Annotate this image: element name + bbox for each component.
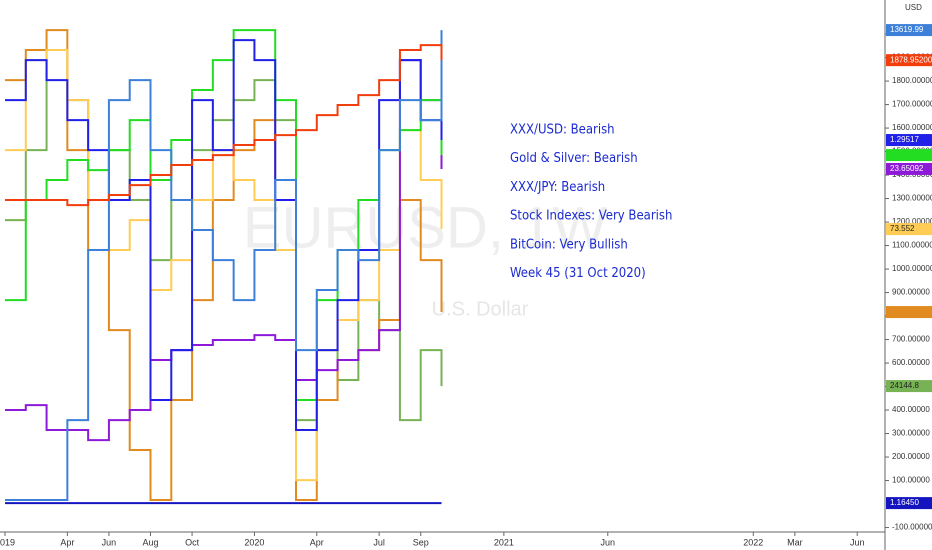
annotation: XXX/USD: Bearish [510, 123, 615, 138]
y-tick-label: 600.00000 [892, 358, 930, 367]
x-tick-label: 2021 [494, 537, 514, 547]
y-tick-label: 400.00000 [892, 405, 930, 414]
x-tick-label: Sep [413, 537, 429, 547]
price-label-box [886, 497, 932, 510]
annotation: Week 45 (31 Oct 2020) [510, 266, 646, 281]
price-label: 1878.95200 [890, 55, 932, 64]
price-label: 13619.99 [890, 25, 924, 34]
annotation: BitCoin: Very Bullish [510, 237, 628, 252]
annotation: XXX/JPY: Bearish [510, 180, 605, 195]
currency-label: USD [905, 3, 922, 12]
x-tick-label: Jun [850, 537, 865, 547]
price-label-box [886, 54, 932, 67]
x-tick-label: Jul [373, 537, 385, 547]
y-tick-label: 1800.00000 [892, 76, 932, 85]
x-tick-label: 2019 [0, 537, 15, 547]
series-line [5, 49, 443, 482]
y-tick-label: 700.00000 [892, 335, 930, 344]
plot-area [5, 29, 443, 505]
y-tick-label: 1000.00000 [892, 264, 932, 273]
y-tick-label: 1100.00000 [892, 241, 932, 250]
price-label-box [886, 380, 932, 393]
y-tick-label: -100.00000 [892, 523, 932, 532]
series-line [5, 44, 443, 207]
price-label-box [886, 162, 932, 175]
x-tick-label: Aug [142, 537, 158, 547]
x-tick-label: Mar [787, 537, 803, 547]
price-label-box [886, 306, 932, 319]
x-tick-label: Jun [601, 537, 616, 547]
watermark: EURUSD, 1W [243, 195, 607, 260]
price-label-box [886, 223, 932, 236]
y-tick-label: 200.00000 [892, 452, 930, 461]
price-label: 1.29517 [890, 135, 919, 144]
price-label: 73.552 [890, 224, 915, 233]
price-label: 24144.8 [890, 381, 919, 390]
price-label: 23.65092 [890, 164, 924, 173]
y-tick-label: 1200.00000 [892, 217, 932, 226]
x-tick-label: 2022 [743, 537, 763, 547]
price-label: 1.16450 [890, 498, 919, 507]
y-tick-label: 1300.00000 [892, 194, 932, 203]
x-tick-label: 2020 [244, 537, 264, 547]
watermark-sub: U.S. Dollar [432, 298, 529, 320]
price-label-box [886, 134, 932, 147]
annotation: Gold & Silver: Bearish [510, 151, 638, 166]
series-line [5, 30, 443, 502]
y-tick-label: 900.00000 [892, 288, 930, 297]
x-tick-label: Jun [102, 537, 117, 547]
y-tick-label: 1600.00000 [892, 123, 932, 132]
y-tick-label: 1700.00000 [892, 100, 932, 109]
y-tick-label: 300.00000 [892, 429, 930, 438]
x-tick-label: Apr [60, 537, 74, 547]
x-tick-label: Apr [310, 537, 324, 547]
x-tick-label: Oct [185, 537, 200, 547]
annotation: Stock Indexes: Very Bearish [510, 209, 672, 224]
series-line [5, 59, 443, 442]
y-tick-label: 100.00000 [892, 476, 930, 485]
price-label-box [886, 149, 932, 162]
price-label-box [886, 24, 932, 37]
